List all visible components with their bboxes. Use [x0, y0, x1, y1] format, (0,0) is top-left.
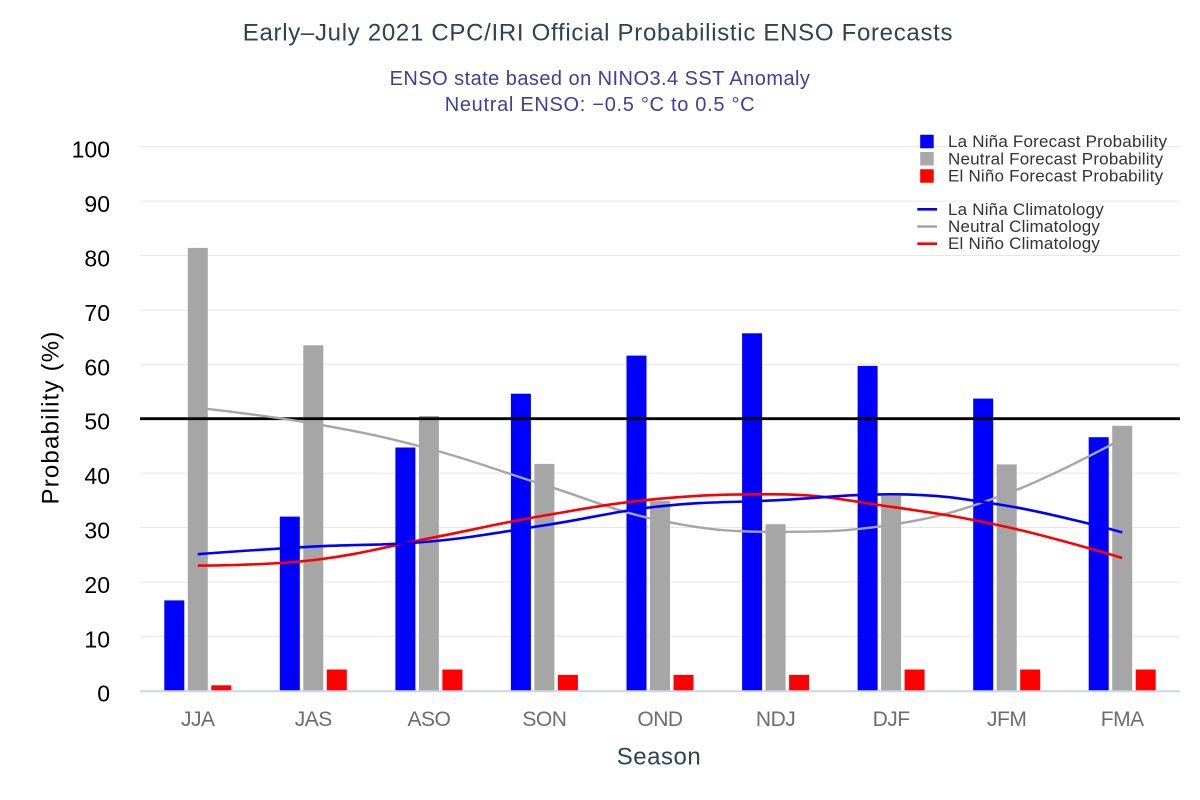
svg-text:FMA: FMA	[1101, 708, 1144, 731]
svg-text:50: 50	[84, 409, 110, 435]
svg-text:40: 40	[84, 463, 110, 489]
svg-text:20: 20	[84, 572, 110, 598]
svg-text:OND: OND	[637, 708, 683, 731]
svg-text:Early–July 2021 CPC/IRI Offici: Early–July 2021 CPC/IRI Official Probabi…	[243, 20, 954, 47]
svg-text:100: 100	[72, 137, 110, 163]
svg-text:La Niña Climatology: La Niña Climatology	[948, 200, 1104, 219]
svg-text:ASO: ASO	[407, 708, 450, 731]
svg-text:JJA: JJA	[181, 708, 215, 731]
svg-text:JAS: JAS	[295, 708, 333, 731]
svg-text:Neutral Forecast Probability: Neutral Forecast Probability	[948, 149, 1164, 168]
svg-text:Probability (%): Probability (%)	[38, 330, 65, 504]
svg-text:80: 80	[84, 246, 110, 272]
svg-text:JFM: JFM	[987, 708, 1026, 731]
svg-text:NDJ: NDJ	[756, 708, 795, 731]
svg-text:Season: Season	[617, 744, 701, 771]
svg-text:10: 10	[84, 626, 110, 652]
svg-text:ENSO state based on NINO3.4 SS: ENSO state based on NINO3.4 SST Anomaly	[390, 68, 811, 90]
svg-text:El Niño Climatology: El Niño Climatology	[948, 234, 1100, 253]
svg-text:La Niña Forecast Probability: La Niña Forecast Probability	[948, 132, 1167, 151]
svg-text:Neutral ENSO: −0.5 °C to 0.5 °: Neutral ENSO: −0.5 °C to 0.5 °C	[445, 94, 756, 116]
svg-text:Neutral Climatology: Neutral Climatology	[948, 217, 1100, 236]
svg-text:El Niño Forecast Probability: El Niño Forecast Probability	[948, 167, 1164, 186]
svg-text:30: 30	[84, 518, 110, 544]
svg-text:60: 60	[84, 354, 110, 380]
svg-text:SON: SON	[522, 708, 566, 731]
svg-text:90: 90	[84, 191, 110, 217]
svg-text:DJF: DJF	[873, 708, 910, 731]
svg-text:0: 0	[97, 681, 110, 707]
svg-text:70: 70	[84, 300, 110, 326]
